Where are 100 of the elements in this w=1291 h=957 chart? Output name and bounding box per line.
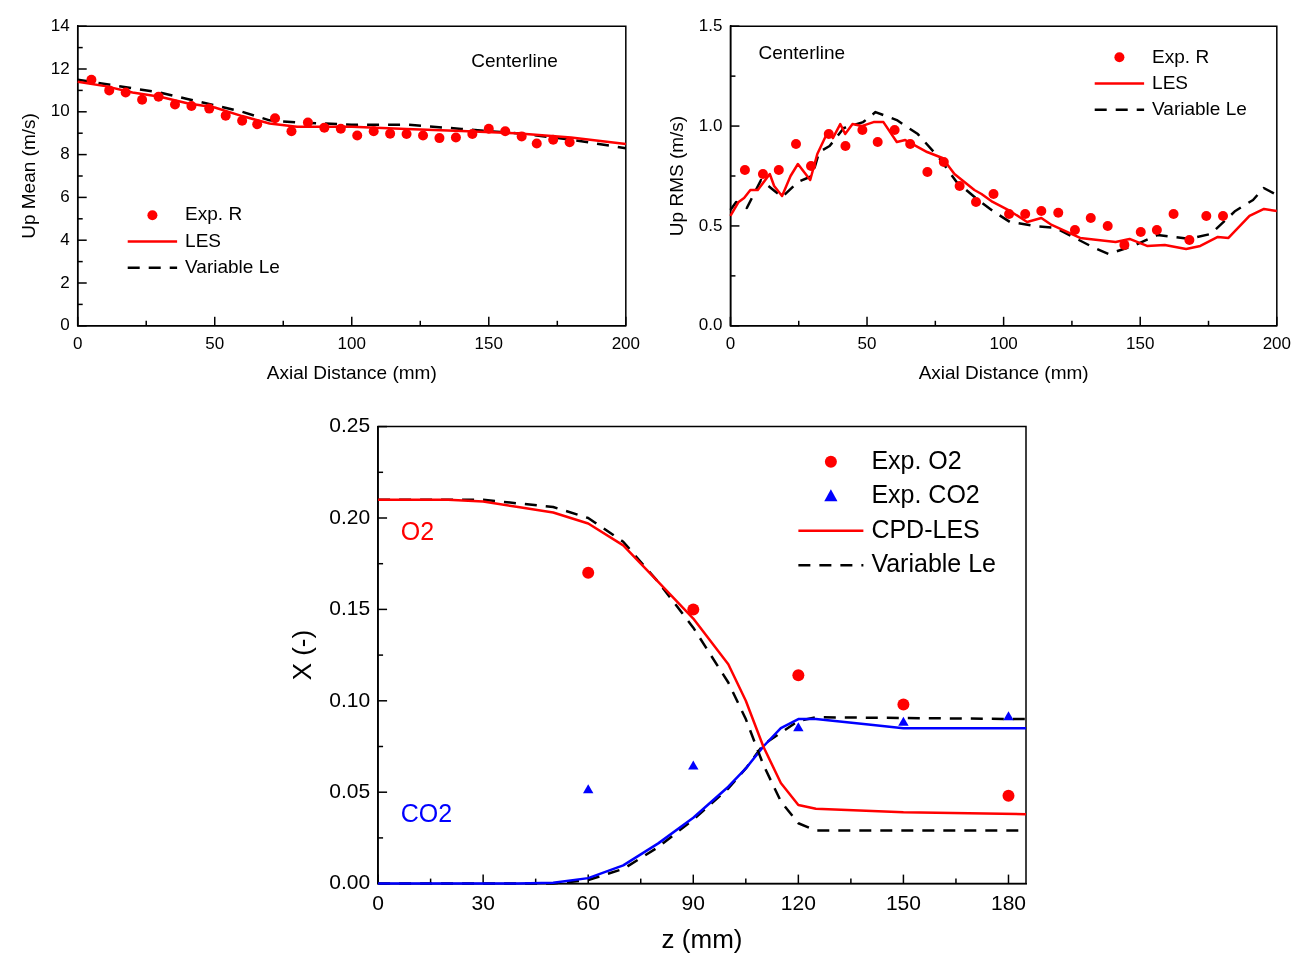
point [1002, 789, 1015, 802]
point [335, 123, 346, 134]
point [252, 119, 263, 130]
y-tick-label: 0.05 [329, 779, 371, 802]
point [897, 698, 910, 711]
point [792, 669, 805, 682]
x-tick-label: 150 [1126, 333, 1155, 353]
point [582, 566, 595, 579]
point [434, 133, 445, 144]
point [954, 180, 965, 191]
annotation: CO2 [400, 799, 453, 828]
x-axis-title: z (mm) [661, 923, 743, 954]
y-tick-label: 4 [60, 229, 70, 249]
point [872, 137, 883, 148]
point [583, 784, 594, 794]
point [1085, 212, 1096, 223]
y-tick-label: 0.5 [698, 215, 723, 235]
point [757, 169, 768, 179]
point [237, 115, 248, 126]
point [687, 603, 700, 616]
annotation: Centerline [758, 42, 846, 64]
point [516, 131, 527, 142]
x-tick-label: 200 [1262, 333, 1291, 353]
point [500, 126, 511, 137]
x-tick-label: 100 [337, 333, 366, 353]
point [1168, 208, 1179, 219]
y-tick-label: 8 [60, 144, 70, 164]
legend-label: Exp. CO2 [871, 480, 980, 509]
point [898, 716, 909, 726]
legend-label: LES [1152, 71, 1189, 93]
point [1201, 210, 1212, 221]
point [688, 760, 699, 770]
legend-label: Exp. R [185, 203, 243, 225]
point [857, 125, 868, 136]
point [773, 165, 784, 176]
legend-label: CPD-LES [871, 514, 980, 543]
point [548, 134, 559, 145]
point [401, 129, 412, 140]
point [1135, 226, 1146, 237]
legend-label: LES [185, 229, 222, 251]
point [153, 91, 164, 102]
point [104, 85, 115, 96]
x-tick-label: 0 [725, 333, 736, 353]
x-tick-label: 150 [474, 333, 503, 353]
x-tick-label: 50 [205, 333, 225, 353]
point [1020, 208, 1031, 219]
x-tick-label: 90 [681, 891, 705, 914]
x-axis-title: Axial Distance (mm) [918, 361, 1089, 383]
point [938, 157, 949, 168]
point [1004, 208, 1015, 219]
point [791, 139, 801, 150]
point [905, 139, 916, 150]
y-axis-title: Up Mean (m/s) [17, 113, 39, 239]
x-axis-title: Axial Distance (mm) [266, 361, 437, 383]
point [739, 165, 750, 176]
point [564, 137, 575, 148]
point [352, 130, 363, 141]
y-tick-label: 0.0 [698, 315, 723, 335]
point [971, 196, 982, 207]
y-tick-label: 1.0 [698, 115, 723, 135]
point [988, 188, 999, 199]
point [204, 103, 215, 114]
point [1102, 220, 1113, 231]
annotation: Centerline [471, 50, 558, 72]
x-tick-label: 60 [576, 891, 600, 914]
point [1069, 224, 1080, 235]
y-tick-label: 10 [50, 101, 70, 121]
y-tick-label: 0.10 [329, 687, 371, 711]
legend-label: Variable Le [185, 255, 280, 277]
y-tick-label: 0.15 [329, 596, 371, 620]
point [385, 128, 396, 139]
x-tick-label: 30 [471, 891, 495, 914]
point [806, 161, 817, 172]
y-tick-label: 0.25 [329, 413, 371, 437]
point [483, 123, 494, 134]
point [368, 126, 379, 137]
point [531, 138, 542, 149]
point [137, 94, 148, 105]
point [450, 132, 461, 143]
point [418, 130, 429, 141]
point [922, 167, 933, 178]
y-tick-label: 1.5 [698, 15, 723, 35]
point [186, 101, 197, 112]
x-tick-label: 100 [989, 333, 1018, 353]
y-tick-label: 0 [60, 315, 70, 335]
point [120, 87, 131, 98]
y-tick-label: 2 [60, 272, 70, 292]
annotation: O2 [400, 516, 435, 545]
y-tick-label: 6 [60, 187, 70, 207]
point [793, 722, 804, 732]
point [1218, 210, 1228, 221]
point [1184, 234, 1195, 245]
point [1036, 205, 1047, 216]
point [823, 129, 834, 140]
x-tick-label: 50 [857, 333, 877, 353]
point [270, 113, 281, 124]
y-tick-label: 0.00 [329, 870, 371, 894]
legend-label: Variable Le [1152, 97, 1247, 119]
legend-label: Exp. O2 [871, 445, 962, 474]
y-tick-label: 12 [50, 58, 70, 78]
